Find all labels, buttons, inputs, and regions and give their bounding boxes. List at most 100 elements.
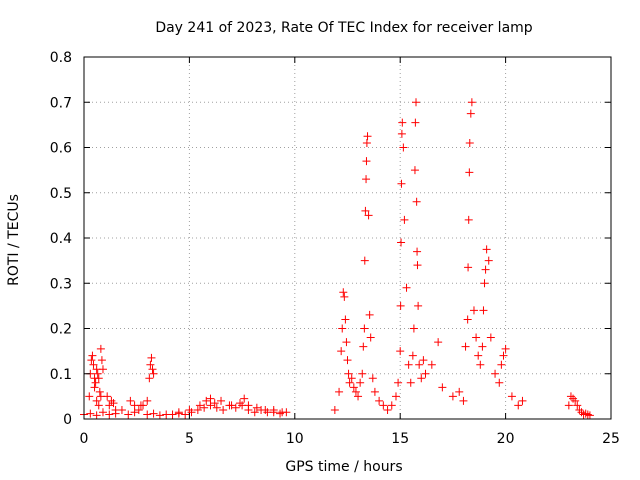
data-point xyxy=(417,374,426,383)
data-point xyxy=(338,324,347,333)
data-point xyxy=(391,392,400,401)
x-tick-label: 0 xyxy=(80,431,89,447)
x-tick-label: 5 xyxy=(185,431,194,447)
data-point xyxy=(340,292,349,301)
data-point xyxy=(402,283,411,292)
data-point xyxy=(87,356,96,365)
data-point xyxy=(383,405,392,414)
data-point xyxy=(365,310,374,319)
data-point xyxy=(514,401,523,410)
data-point xyxy=(149,369,158,378)
data-point xyxy=(491,369,500,378)
data-point xyxy=(396,301,405,310)
data-point xyxy=(339,288,348,297)
data-point xyxy=(94,374,103,383)
data-point xyxy=(379,401,388,410)
data-point xyxy=(343,356,352,365)
data-point xyxy=(419,356,428,365)
x-axis-label: GPS time / hours xyxy=(285,459,402,475)
data-point xyxy=(398,118,407,127)
data-point xyxy=(94,401,103,410)
data-point xyxy=(404,360,413,369)
data-point xyxy=(474,351,483,360)
data-point xyxy=(111,405,120,414)
y-axis-label: ROTI / TECUs xyxy=(6,194,22,286)
data-point xyxy=(105,410,114,419)
data-point xyxy=(464,263,473,272)
data-point xyxy=(464,215,473,224)
data-point xyxy=(412,197,421,206)
data-point xyxy=(193,405,202,414)
data-point xyxy=(174,408,183,417)
data-point xyxy=(195,401,204,410)
data-point xyxy=(467,98,476,107)
data-point xyxy=(231,403,240,412)
data-point xyxy=(269,405,278,414)
data-point xyxy=(400,215,409,224)
data-point xyxy=(337,347,346,356)
data-point xyxy=(501,344,510,353)
data-point xyxy=(202,396,211,405)
data-point xyxy=(227,401,236,410)
data-point xyxy=(130,408,139,417)
data-point xyxy=(206,401,215,410)
data-point xyxy=(250,408,259,417)
y-tick-label: 0.5 xyxy=(50,186,72,202)
data-point xyxy=(499,351,508,360)
data-point xyxy=(413,247,422,256)
data-point xyxy=(143,396,152,405)
data-point xyxy=(126,396,135,405)
data-point xyxy=(217,396,226,405)
data-point xyxy=(98,365,107,374)
x-tick-label: 10 xyxy=(286,431,304,447)
data-point xyxy=(409,324,418,333)
data-point xyxy=(370,387,379,396)
data-point xyxy=(362,138,371,147)
y-tick-label: 0.7 xyxy=(50,95,72,111)
y-tick-label: 0.2 xyxy=(50,322,72,338)
data-point xyxy=(408,351,417,360)
data-point xyxy=(585,411,594,420)
data-point xyxy=(244,401,253,410)
data-point xyxy=(364,211,373,220)
data-point xyxy=(469,306,478,315)
data-point xyxy=(88,351,97,360)
data-point xyxy=(354,392,363,401)
y-axis-ticks: 0 0.1 0.2 0.3 0.4 0.5 0.6 0.7 0.8 xyxy=(50,50,611,428)
data-point xyxy=(155,411,164,420)
data-point xyxy=(461,342,470,351)
data-point xyxy=(396,347,405,356)
data-point xyxy=(466,109,475,118)
data-point xyxy=(96,344,105,353)
data-point xyxy=(480,279,489,288)
data-point xyxy=(181,410,190,419)
data-point xyxy=(358,369,367,378)
data-point xyxy=(347,374,356,383)
data-point xyxy=(415,360,424,369)
data-point xyxy=(455,387,464,396)
data-point xyxy=(86,409,95,418)
data-point xyxy=(410,166,419,175)
data-point xyxy=(149,409,158,418)
data-point xyxy=(362,175,371,184)
data-point xyxy=(97,356,106,365)
data-point xyxy=(397,129,406,138)
data-points xyxy=(80,98,594,420)
data-point xyxy=(92,396,101,405)
data-point xyxy=(573,401,582,410)
data-point xyxy=(472,333,481,342)
data-point xyxy=(85,392,94,401)
data-point xyxy=(105,401,114,410)
data-point xyxy=(341,315,350,324)
data-point xyxy=(411,118,420,127)
data-point xyxy=(168,410,177,419)
data-point xyxy=(124,410,133,419)
data-point xyxy=(235,399,244,408)
data-point xyxy=(276,409,285,418)
data-point xyxy=(448,392,457,401)
data-point xyxy=(507,392,516,401)
data-point xyxy=(342,338,351,347)
data-point xyxy=(351,387,360,396)
data-point xyxy=(345,378,354,387)
